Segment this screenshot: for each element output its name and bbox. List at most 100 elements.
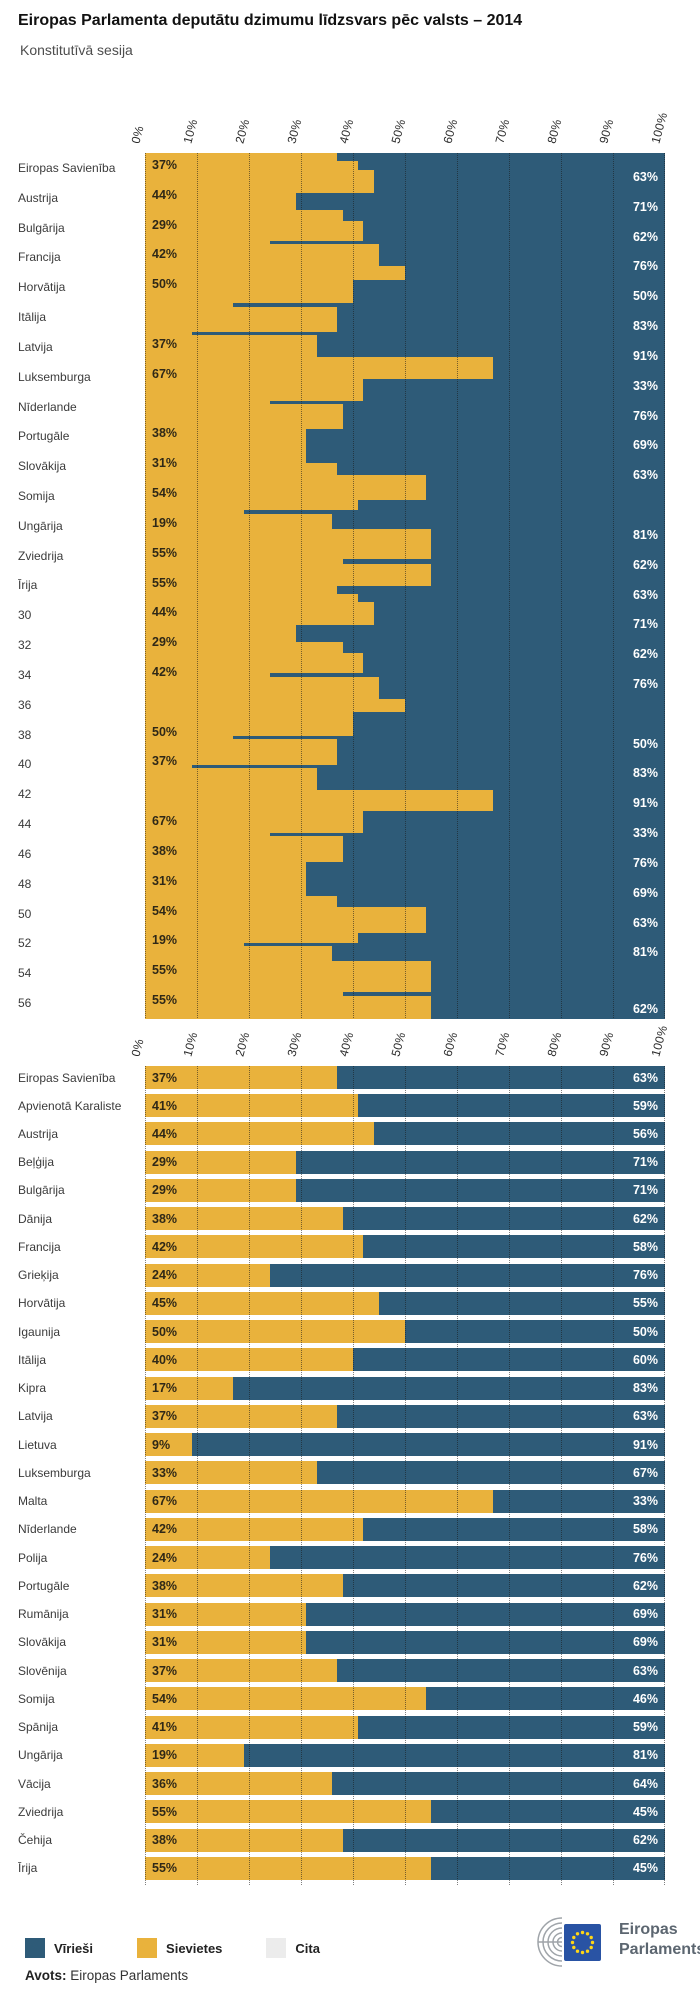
men-bar-segment [295, 201, 665, 211]
y-axis-label: 44 [18, 817, 32, 832]
bar-row [145, 563, 665, 587]
y-axis-label: Francija [18, 250, 61, 265]
women-bar-segment [145, 602, 374, 626]
stacked-bar: 37% 63% [145, 1066, 665, 1089]
bar-row [145, 306, 665, 333]
stacked-bar: 17% 83% [145, 1376, 665, 1400]
men-bar-segment [306, 437, 665, 464]
x-axis-tick-label: 90% [596, 117, 617, 145]
y-axis-label: Zviedrija [18, 548, 64, 563]
x-axis-tick-label: 70% [492, 117, 513, 145]
country-label: Kipra [18, 1381, 47, 1396]
country-row: Horvātija 45% 55% [18, 1291, 665, 1315]
men-value-label: 59% [632, 1098, 658, 1113]
x-axis-tick-label: 20% [232, 1030, 253, 1058]
men-bar-segment [316, 767, 665, 791]
men-bar-segment: 50% [405, 1320, 665, 1344]
gridline [405, 1066, 406, 1885]
country-row: Vācija 36% 64% [18, 1772, 665, 1796]
bar-row [145, 335, 665, 359]
y-axis-label: Portugāle [18, 429, 70, 444]
bar-row [145, 169, 665, 194]
men-bar-segment: 63% [337, 1066, 665, 1089]
bar-row [145, 240, 665, 245]
women-bar-segment [145, 513, 333, 530]
y-axis-label: Somija [18, 489, 55, 503]
women-bar-segment [145, 559, 343, 565]
country-row: Somija 54% 46% [18, 1687, 665, 1711]
men-bar-segment: 62% [342, 1828, 665, 1852]
men-bar-segment [295, 192, 665, 202]
country-row: Zviedrija 55% 45% [18, 1800, 665, 1824]
bar-row [145, 932, 665, 944]
bar-row [145, 332, 665, 337]
men-bar-segment [233, 735, 665, 740]
men-value-label: 33% [632, 1494, 658, 1509]
y-axis-label: Slovākija [18, 459, 67, 474]
women-value-label: 24% [152, 1550, 178, 1565]
gridline [457, 1066, 458, 1885]
women-bar-segment [145, 895, 338, 908]
x-axis-tick-label: 50% [388, 117, 409, 145]
men-bar-segment: 59% [358, 1715, 665, 1739]
men-bar-segment [363, 220, 665, 242]
men-bar-segment: 33% [493, 1489, 665, 1513]
y-axis-label: Itālija [18, 310, 47, 325]
bar-row [145, 400, 665, 405]
chart-top-bars [145, 153, 665, 1019]
gridline [613, 1066, 614, 1885]
country-row: Malta 67% 33% [18, 1489, 665, 1513]
bar-row [145, 673, 665, 678]
country-row: Igaunija 50% 50% [18, 1320, 665, 1344]
men-bar-segment [342, 403, 665, 430]
men-bar-segment [379, 244, 665, 267]
men-bar-segment [342, 559, 665, 565]
gridline [353, 1066, 354, 1885]
women-bar-segment [145, 946, 333, 962]
country-row: Ungārija 19% 81% [18, 1743, 665, 1767]
stacked-bar: 24% 76% [145, 1263, 665, 1287]
women-bar-segment: 19% [145, 1743, 244, 1767]
men-bar-segment: 59% [358, 1094, 665, 1118]
men-bar-segment [316, 335, 665, 359]
women-value-label: 38% [152, 1211, 178, 1226]
stacked-bar: 29% 71% [145, 1178, 665, 1202]
country-label: Horvātija [18, 1296, 66, 1311]
men-value-label: 59% [632, 1720, 658, 1735]
country-row: Luksemburga 33% 67% [18, 1461, 665, 1485]
country-label: Rumānija [18, 1607, 69, 1622]
bar-row [145, 907, 665, 934]
men-bar-segment [342, 991, 665, 997]
women-value-label: 54% [152, 1691, 178, 1706]
x-axis-tick-label: 20% [232, 117, 253, 145]
men-bar-segment [431, 528, 665, 560]
country-label: Francija [18, 1239, 61, 1254]
men-bar-segment: 69% [306, 1630, 665, 1654]
men-bar-segment: 62% [342, 1574, 665, 1598]
bar-row [145, 653, 665, 674]
bar-row [145, 528, 665, 560]
women-bar-segment: 42% [145, 1235, 364, 1259]
bar-row [145, 437, 665, 464]
ep-hemicycle-arcs-icon [537, 1917, 563, 1967]
y-axis-label: Eiropas Savienība [18, 160, 116, 175]
women-bar-segment [145, 991, 343, 997]
women-bar-segment [145, 528, 431, 560]
bar-row [145, 201, 665, 211]
women-bar-segment: 37% [145, 1659, 338, 1683]
women-bar-segment [145, 220, 364, 242]
x-axis-tick-label: 80% [544, 1030, 565, 1058]
country-label: Itālija [18, 1352, 47, 1367]
women-bar-segment [145, 244, 379, 267]
women-bar-segment [145, 870, 307, 897]
bar-row [145, 811, 665, 834]
men-bar-segment: 45% [431, 1800, 665, 1824]
bar-row [145, 192, 665, 202]
women-bar-segment [145, 357, 494, 380]
source-text: Eiropas Parlaments [70, 1968, 189, 1983]
women-value-label: 38% [152, 1833, 178, 1848]
men-bar-segment [431, 563, 665, 587]
bar-row [145, 991, 665, 997]
women-bar-segment: 41% [145, 1094, 359, 1118]
bar-row [145, 209, 665, 222]
